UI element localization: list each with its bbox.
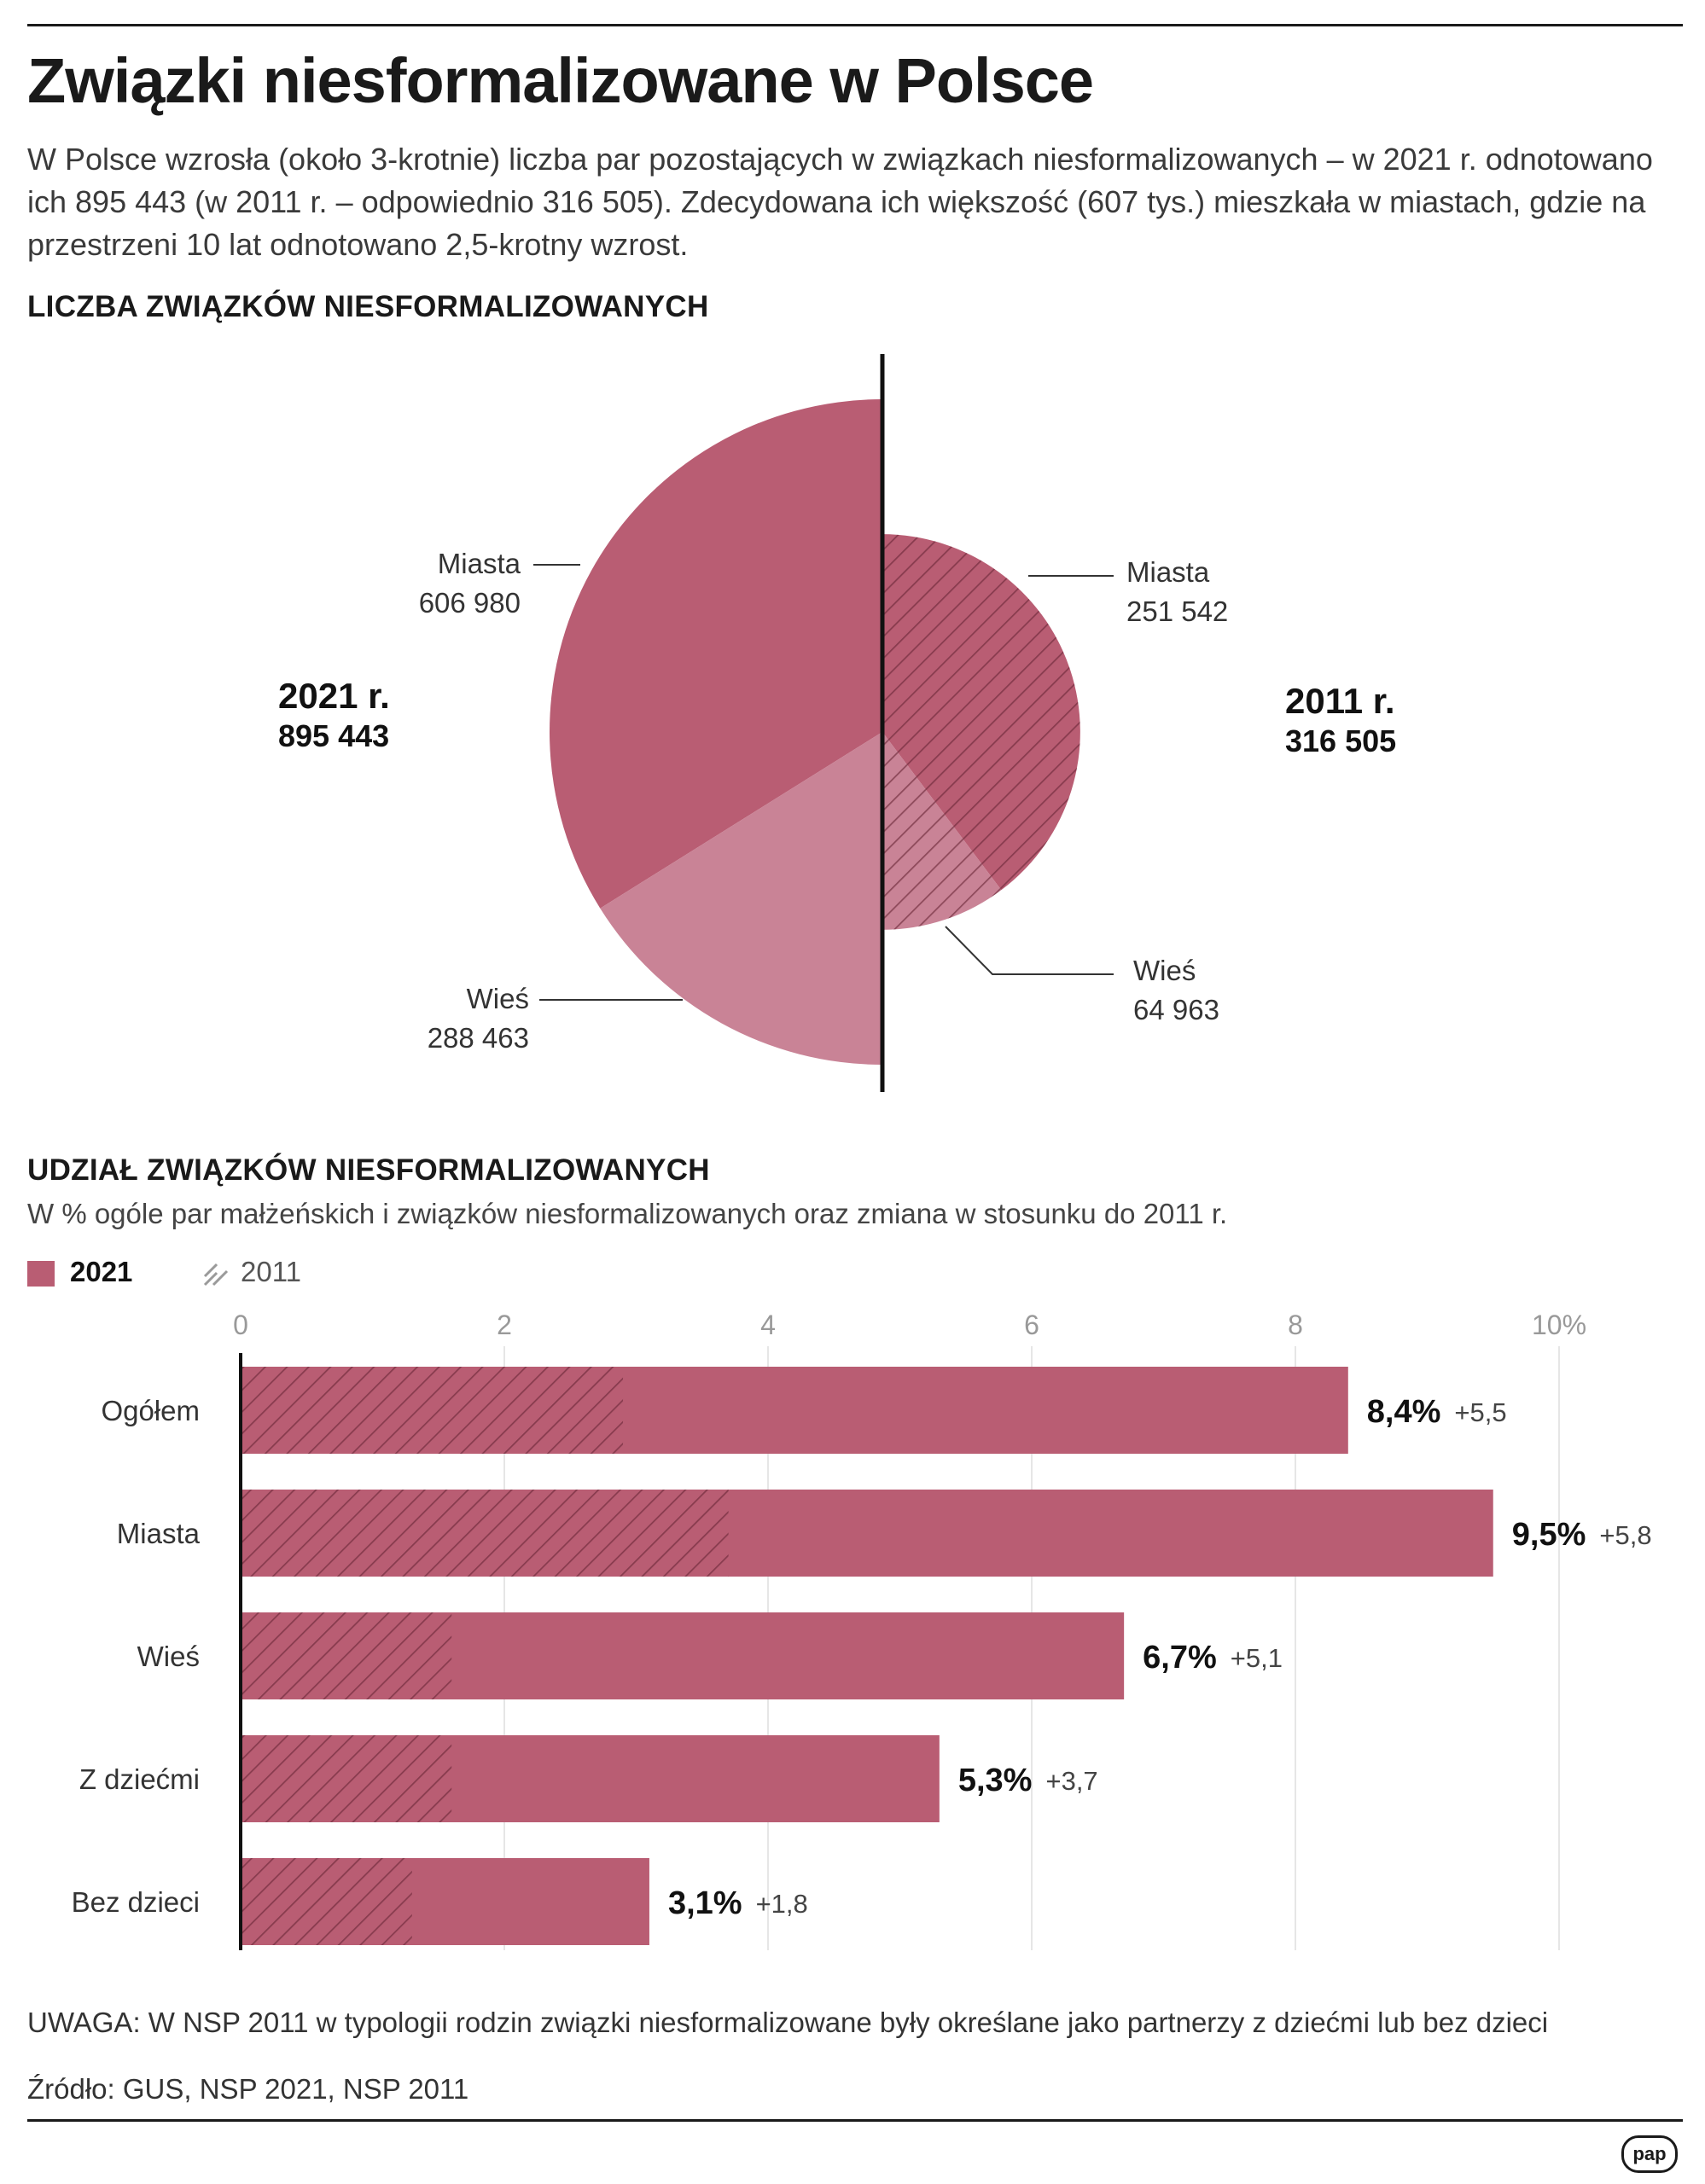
- category-label: Wieś: [137, 1641, 200, 1672]
- label-wies-2011-value: 64 963: [1133, 994, 1219, 1025]
- label-wies-2021-name: Wieś: [466, 983, 529, 1014]
- leader-wies-2011: [945, 926, 1114, 975]
- top-rule: [27, 24, 1683, 26]
- x-tick-label: 10%: [1532, 1310, 1586, 1340]
- category-label: Miasta: [117, 1518, 201, 1549]
- bar-value-label: 6,7%: [1143, 1640, 1217, 1676]
- label-miasta-2021: Miasta 606 980: [410, 544, 521, 623]
- total-2021: 2021 r. 895 443: [278, 674, 390, 754]
- bar-value-label: 9,5%: [1512, 1517, 1586, 1553]
- bar-2011-hatch: [241, 1612, 452, 1699]
- legend-swatch-2021: [27, 1261, 55, 1287]
- pie-slice-2021-wies: [600, 732, 882, 1065]
- legend-label-2011: 2011: [241, 1256, 301, 1287]
- bar-change-label: +3,7: [1045, 1766, 1097, 1796]
- label-wies-2021: Wieś 288 463: [410, 979, 529, 1058]
- bar-change-label: +5,1: [1231, 1643, 1283, 1673]
- pie-chart: [533, 354, 1114, 1092]
- section-title-share: UDZIAŁ ZWIĄZKÓW NIESFORMALIZOWANYCH: [27, 1153, 710, 1187]
- bar-change-label: +1,8: [756, 1889, 808, 1919]
- label-wies-2011: Wieś 64 963: [1133, 951, 1219, 1030]
- total-2011: 2011 r. 316 505: [1285, 679, 1396, 759]
- source: Źródło: GUS, NSP 2021, NSP 2011: [27, 2073, 469, 2105]
- bar-2011-hatch: [241, 1490, 729, 1577]
- label-miasta-2011: Miasta 251 542: [1126, 553, 1228, 631]
- pap-logo: pap: [1621, 2135, 1678, 2173]
- x-tick-label: 8: [1288, 1310, 1303, 1340]
- category-label: Z dziećmi: [79, 1763, 200, 1795]
- x-tick-label: 6: [1024, 1310, 1039, 1340]
- label-wies-2021-value: 288 463: [427, 1022, 529, 1054]
- legend: 2021 2011: [27, 1256, 386, 1290]
- label-miasta-2011-name: Miasta: [1126, 556, 1210, 588]
- x-tick-label: 0: [233, 1310, 248, 1340]
- section-title-count: LICZBA ZWIĄZKÓW NIESFORMALIZOWANYCH: [27, 290, 709, 323]
- section-subtitle-share: W % ogóle par małżeńskich i związków nie…: [27, 1198, 1228, 1229]
- total-2021-year: 2021 r.: [278, 676, 390, 716]
- pie-slice-2011-wies-hatch: [882, 732, 1002, 930]
- bar-value-label: 5,3%: [958, 1763, 1033, 1798]
- bar-value-label: 8,4%: [1367, 1394, 1441, 1430]
- bar-change-label: +5,5: [1454, 1397, 1506, 1427]
- lead-paragraph: W Polsce wzrosła (około 3-krotnie) liczb…: [27, 142, 1653, 262]
- pie-slice-2021-miasta: [550, 399, 882, 909]
- bar-2011-hatch: [241, 1735, 452, 1822]
- label-miasta-2021-name: Miasta: [437, 548, 521, 579]
- bar-value-label: 3,1%: [668, 1885, 742, 1921]
- page-title: Związki niesformalizowane w Polsce: [27, 45, 1094, 116]
- footnote: UWAGA: W NSP 2011 w typologii rodzin zwi…: [27, 2007, 1549, 2038]
- bottom-rule: [27, 2119, 1683, 2122]
- label-miasta-2021-value: 606 980: [418, 587, 521, 619]
- total-2021-value: 895 443: [278, 718, 390, 753]
- category-label: Bez dzieci: [72, 1886, 200, 1918]
- pie-slice-2011-miasta-hatch: [882, 534, 1080, 891]
- legend-label-2021: 2021: [70, 1256, 133, 1287]
- total-2011-year: 2011 r.: [1285, 681, 1395, 721]
- legend-swatch-2011: [203, 1263, 229, 1287]
- category-label: Ogółem: [101, 1395, 200, 1426]
- x-tick-label: 4: [760, 1310, 776, 1340]
- bar-chart: 0 2 4 6 8 10% Ogółem 8,4% +5,5 Miasta 9,5% +5,8 Wieś…: [72, 1310, 1652, 1950]
- total-2011-value: 316 505: [1285, 723, 1397, 758]
- bar-change-label: +5,8: [1599, 1520, 1651, 1550]
- label-wies-2011-name: Wieś: [1133, 955, 1196, 986]
- bar-2011-hatch: [241, 1367, 624, 1454]
- bar-2011-hatch: [241, 1858, 412, 1945]
- x-tick-label: 2: [497, 1310, 512, 1340]
- label-miasta-2011-value: 251 542: [1126, 595, 1229, 627]
